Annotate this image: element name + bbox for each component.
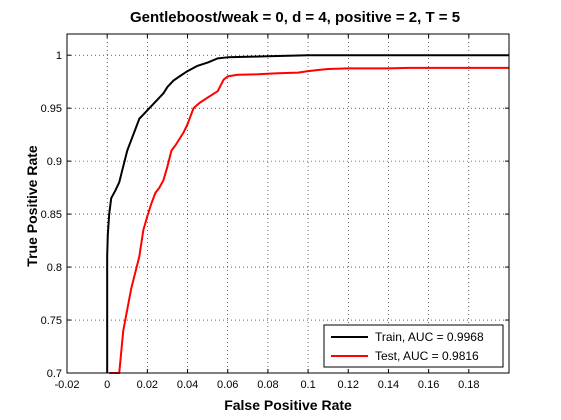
- y-tick-label: 1: [56, 50, 62, 62]
- train-roc-line: [106, 54, 509, 373]
- y-tick-label: 0.95: [41, 103, 62, 115]
- x-tick-label: 0.1: [300, 379, 315, 391]
- x-tick-label: 0.16: [418, 379, 439, 391]
- y-tick-label: 0.7: [47, 368, 62, 380]
- plot-area: [67, 34, 509, 373]
- legend-train-label: Train, AUC = 0.9968: [375, 330, 484, 344]
- x-tick-label: 0.06: [217, 379, 238, 391]
- legend-test-label: Test, AUC = 0.9816: [375, 349, 479, 363]
- y-tick-label: 0.8: [47, 262, 62, 274]
- y-tick-label: 0.9: [47, 156, 62, 168]
- x-tick-label: 0: [104, 379, 110, 391]
- x-tick-label: -0.02: [54, 379, 79, 391]
- y-tick-label: 0.85: [41, 209, 62, 221]
- x-tick-label: 0.14: [378, 379, 399, 391]
- plot-background: [67, 34, 509, 373]
- series-lines: [106, 54, 509, 374]
- x-tick-label: 0.02: [137, 379, 158, 391]
- x-tick-label: 0.12: [338, 379, 359, 391]
- x-tick-label: 0.18: [458, 379, 479, 391]
- tick-labels: -0.02 0 0.02 0.04 0.06 0.08 0.1 0.12 0.14 0.16 0.1…: [41, 50, 480, 391]
- y-axis-label: True Positive Rate: [24, 145, 40, 267]
- axes: [66, 33, 510, 374]
- legend: Train, AUC = 0.9968 Test, AUC = 0.9816: [323, 324, 504, 368]
- y-tick-label: 0.75: [41, 315, 62, 327]
- legend-box: [323, 324, 504, 368]
- x-tick-label: 0.04: [177, 379, 198, 391]
- chart-title: Gentleboost/weak = 0, d = 4, positive = …: [130, 9, 460, 26]
- test-roc-line: [109, 66, 509, 374]
- axes-box: [66, 33, 510, 374]
- x-tick-label: 0.08: [257, 379, 278, 391]
- x-axis-label: False Positive Rate: [224, 397, 352, 413]
